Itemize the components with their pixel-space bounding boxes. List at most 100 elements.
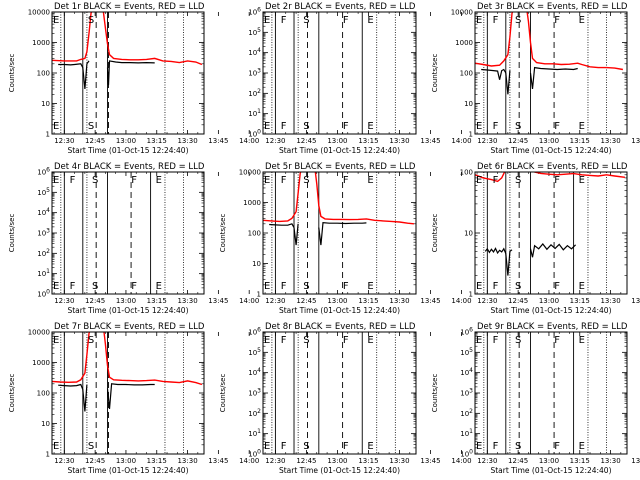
panel-title: Det 7r BLACK = Events, RED = LLD: [54, 322, 205, 332]
interval-marker-label: E: [476, 121, 482, 132]
interval-marker-label: E: [53, 281, 59, 292]
interval-marker-label-top: E: [476, 335, 482, 346]
y-tick-label: 10000: [239, 169, 261, 177]
panel-title: Det 2r BLACK = Events, RED = LLD: [265, 2, 416, 12]
x-tick-label: 14:00: [239, 457, 259, 465]
plot-frame: [51, 11, 205, 135]
events-series-line: [106, 60, 155, 86]
y-tick-label: 100: [460, 70, 473, 78]
x-tick-label: 13:00: [116, 137, 136, 145]
x-tick-label: 12:30: [54, 297, 74, 305]
x-tick-label: 13:00: [116, 297, 136, 305]
lld-series-line: [526, 12, 624, 71]
plot-frame: [51, 331, 205, 455]
events-series-line: [484, 247, 513, 276]
x-tick-label: 13:45: [631, 297, 640, 305]
interval-marker-label: F: [554, 441, 560, 452]
x-tick-label: 13:45: [208, 297, 228, 305]
lld-series-line: [102, 12, 203, 66]
y-tick-label: 106: [248, 7, 261, 17]
lld-series-line: [314, 172, 414, 225]
plot-frame: [262, 171, 417, 295]
y-tick-label: 10: [464, 230, 473, 238]
y-tick-exponent: 5: [469, 347, 473, 354]
chart-panel-p1: Det 1r BLACK = Events, RED = LLD Counts/s…: [8, 2, 259, 155]
interval-marker-label: F: [554, 281, 560, 292]
y-tick-label: 1000: [32, 359, 50, 367]
y-tick-exponent: 1: [469, 428, 473, 435]
x-tick-label: 13:00: [116, 457, 136, 465]
y-tick-label: 1000: [243, 199, 261, 207]
y-tick-label: 1: [46, 451, 50, 459]
panel-title: Det 3r BLACK = Events, RED = LLD: [477, 2, 628, 12]
y-tick-label: 100: [37, 390, 50, 398]
events-series-line: [529, 243, 577, 258]
interval-marker-label: F: [343, 281, 349, 292]
lld-series-line: [52, 12, 93, 62]
panel-title: Det 1r BLACK = Events, RED = LLD: [54, 2, 205, 12]
y-tick-label: 101: [460, 428, 473, 438]
y-tick-label: 10000: [28, 329, 50, 337]
y-tick-exponent: 4: [257, 367, 261, 374]
interval-marker-label-top: F: [493, 175, 499, 186]
lld-series-line: [263, 172, 302, 223]
lld-series-line: [475, 172, 506, 183]
chart-panel-p7: Det 7r BLACK = Events, RED = LLD Counts/s…: [8, 322, 259, 475]
interval-marker-label-top: F: [131, 175, 137, 186]
interval-marker-label: F: [493, 281, 499, 292]
y-tick-exponent: 3: [469, 388, 473, 395]
x-tick-label: 13:15: [570, 137, 590, 145]
interval-marker-label: F: [70, 281, 76, 292]
interval-marker-label: S: [88, 121, 94, 132]
lld-series-line: [475, 12, 514, 67]
y-tick-label: 1000: [32, 39, 50, 47]
interval-marker-label-top: F: [343, 335, 349, 346]
interval-marker-label: F: [281, 441, 287, 452]
x-tick-label: 13:30: [177, 457, 197, 465]
interval-marker-label-top: E: [579, 15, 585, 26]
x-tick-label: 12:45: [508, 137, 528, 145]
interval-marker-label-top: S: [303, 335, 309, 346]
x-tick-label: 13:30: [600, 297, 620, 305]
interval-marker-label-top: E: [476, 175, 482, 186]
x-tick-label: 13:45: [631, 457, 640, 465]
interval-marker-label-top: F: [343, 15, 349, 26]
interval-marker-label-top: F: [493, 15, 499, 26]
interval-marker-label-top: F: [554, 175, 560, 186]
interval-marker-label: E: [53, 441, 59, 452]
chart-panel-p6: Det 6r BLACK = Events, RED = LLD Counts/s…: [431, 162, 640, 315]
y-tick-label: 103: [248, 388, 261, 398]
x-tick-label: 13:30: [600, 137, 620, 145]
x-tick-label: 12:30: [477, 137, 497, 145]
y-tick-label: 104: [248, 367, 261, 377]
interval-marker-label-top: S: [515, 15, 521, 26]
x-tick-label: 14:00: [451, 297, 471, 305]
interval-marker-label-top: F: [281, 175, 287, 186]
plot-frame: [474, 171, 628, 295]
interval-marker-label: S: [303, 121, 309, 132]
y-tick-label: 105: [248, 27, 261, 37]
x-tick-label: 13:15: [570, 457, 590, 465]
x-tick-label: 14:00: [451, 457, 471, 465]
y-tick-label: 103: [460, 388, 473, 398]
interval-marker-label-top: S: [515, 175, 521, 186]
y-tick-label: 105: [248, 347, 261, 357]
plot-area: E E S S: [52, 12, 203, 134]
interval-marker-label-top: F: [554, 15, 560, 26]
x-tick-label: 13:30: [177, 137, 197, 145]
chart-panel-p2: Det 2r BLACK = Events, RED = LLD Start Ti…: [248, 2, 471, 155]
x-tick-label: 13:15: [358, 457, 378, 465]
plot-frame: [474, 331, 628, 455]
x-axis-label: Start Time (01-Oct-15 12:24:40): [67, 466, 188, 475]
y-tick-exponent: 4: [469, 367, 473, 374]
x-axis-label: Start Time (01-Oct-15 12:24:40): [279, 466, 400, 475]
y-tick-exponent: 1: [46, 268, 50, 275]
y-tick-exponent: 5: [46, 187, 50, 194]
y-tick-label: 106: [248, 327, 261, 337]
y-tick-exponent: 2: [469, 408, 473, 415]
interval-marker-label: S: [92, 281, 98, 292]
